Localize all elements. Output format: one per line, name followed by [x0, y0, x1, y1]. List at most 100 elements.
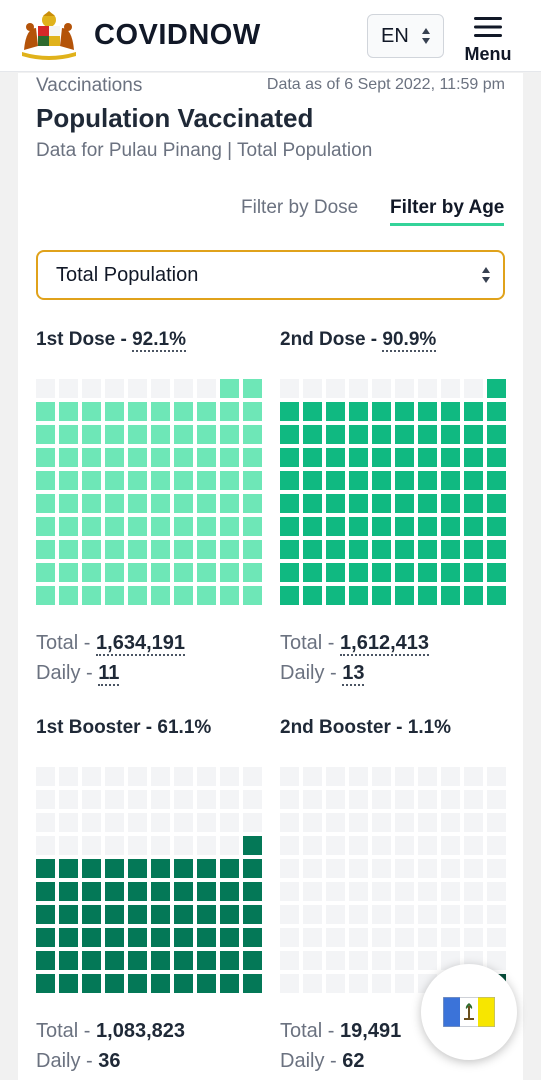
waffle-square: [395, 928, 414, 947]
waffle-square: [128, 859, 147, 878]
waffle-square: [151, 882, 170, 901]
waffle-square: [464, 859, 483, 878]
waffle-square: [349, 813, 368, 832]
tab-filter-by-dose[interactable]: Filter by Dose: [241, 197, 359, 218]
waffle-square: [36, 905, 55, 924]
waffle-square: [395, 905, 414, 924]
waffle-square: [349, 471, 368, 490]
waffle-square: [418, 586, 437, 605]
dose-percent[interactable]: 90.9%: [382, 329, 437, 352]
waffle-square: [197, 951, 216, 970]
second-booster-total: Total - 19,491: [280, 1020, 401, 1043]
waffle-square: [243, 928, 262, 947]
waffle-square: [303, 974, 322, 993]
population-select[interactable]: Total Population: [36, 250, 505, 300]
dose-percent[interactable]: 92.1%: [132, 329, 186, 352]
waffle-square: [487, 882, 506, 901]
waffle-square: [174, 882, 193, 901]
waffle-square: [243, 586, 262, 605]
waffle-square: [128, 974, 147, 993]
waffle-square: [280, 540, 299, 559]
daily-label: Daily -: [36, 662, 99, 684]
brand-name[interactable]: COVIDNOW: [94, 19, 261, 51]
waffle-square: [303, 379, 322, 398]
waffle-square: [220, 586, 239, 605]
dose-label: 2nd Booster: [280, 717, 391, 738]
vaccination-card: Vaccinations Data as of 6 Sept 2022, 11:…: [18, 73, 523, 1080]
waffle-square: [36, 836, 55, 855]
waffle-square: [220, 379, 239, 398]
waffle-square: [174, 379, 193, 398]
first-dose-total: Total - 1,634,191: [36, 632, 186, 656]
waffle-square: [174, 836, 193, 855]
waffle-square: [82, 790, 101, 809]
waffle-square: [441, 540, 460, 559]
waffle-square: [303, 928, 322, 947]
waffle-square: [395, 790, 414, 809]
tab-filter-by-age[interactable]: Filter by Age: [390, 197, 505, 226]
menu-button[interactable]: Menu: [458, 12, 518, 64]
waffle-square: [372, 974, 391, 993]
waffle-square: [441, 767, 460, 786]
waffle-square: [220, 448, 239, 467]
waffle-square: [174, 494, 193, 513]
select-arrows-icon: [422, 28, 430, 44]
waffle-square: [105, 517, 124, 536]
waffle-square: [105, 540, 124, 559]
waffle-square: [174, 563, 193, 582]
waffle-square: [326, 790, 345, 809]
waffle-square: [128, 425, 147, 444]
daily-value[interactable]: 11: [98, 662, 120, 686]
waffle-square: [174, 905, 193, 924]
coat-of-arms-logo[interactable]: [16, 10, 82, 60]
waffle-square: [128, 882, 147, 901]
waffle-square: [36, 928, 55, 947]
waffle-square: [82, 402, 101, 421]
waffle-square: [280, 586, 299, 605]
waffle-square: [395, 767, 414, 786]
waffle-square: [59, 790, 78, 809]
select-arrows-icon: [482, 267, 490, 283]
waffle-square: [59, 905, 78, 924]
page-subtitle: Data for Pulau Pinang | Total Population: [36, 140, 373, 161]
waffle-square: [487, 402, 506, 421]
waffle-square: [441, 586, 460, 605]
waffle-square: [59, 540, 78, 559]
dose-percent: 61.1%: [157, 717, 212, 738]
language-select[interactable]: EN: [367, 14, 444, 58]
waffle-square: [197, 540, 216, 559]
waffle-square: [243, 859, 262, 878]
first-booster-total: Total - 1,083,823: [36, 1020, 185, 1043]
total-value[interactable]: 1,634,191: [96, 632, 186, 656]
waffle-square: [395, 471, 414, 490]
state-select-button[interactable]: [421, 964, 517, 1060]
waffle-square: [280, 402, 299, 421]
waffle-square: [82, 494, 101, 513]
first-booster-title: 1st Booster - 61.1%: [36, 717, 211, 739]
waffle-square: [105, 836, 124, 855]
waffle-square: [151, 813, 170, 832]
waffle-square: [464, 540, 483, 559]
waffle-square: [59, 859, 78, 878]
waffle-square: [105, 448, 124, 467]
waffle-square: [243, 448, 262, 467]
waffle-square: [197, 494, 216, 513]
waffle-square: [243, 836, 262, 855]
waffle-square: [128, 928, 147, 947]
first-booster-waffle: [36, 767, 262, 993]
total-label: Total -: [36, 1020, 97, 1042]
waffle-square: [303, 836, 322, 855]
daily-value[interactable]: 13: [342, 662, 365, 686]
waffle-square: [418, 425, 437, 444]
waffle-square: [128, 448, 147, 467]
waffle-square: [243, 471, 262, 490]
waffle-square: [59, 882, 78, 901]
waffle-square: [220, 882, 239, 901]
waffle-square: [326, 951, 345, 970]
waffle-square: [280, 974, 299, 993]
waffle-square: [464, 494, 483, 513]
daily-label: Daily -: [36, 1050, 99, 1072]
total-value[interactable]: 1,612,413: [340, 632, 430, 656]
waffle-square: [105, 859, 124, 878]
waffle-square: [487, 813, 506, 832]
